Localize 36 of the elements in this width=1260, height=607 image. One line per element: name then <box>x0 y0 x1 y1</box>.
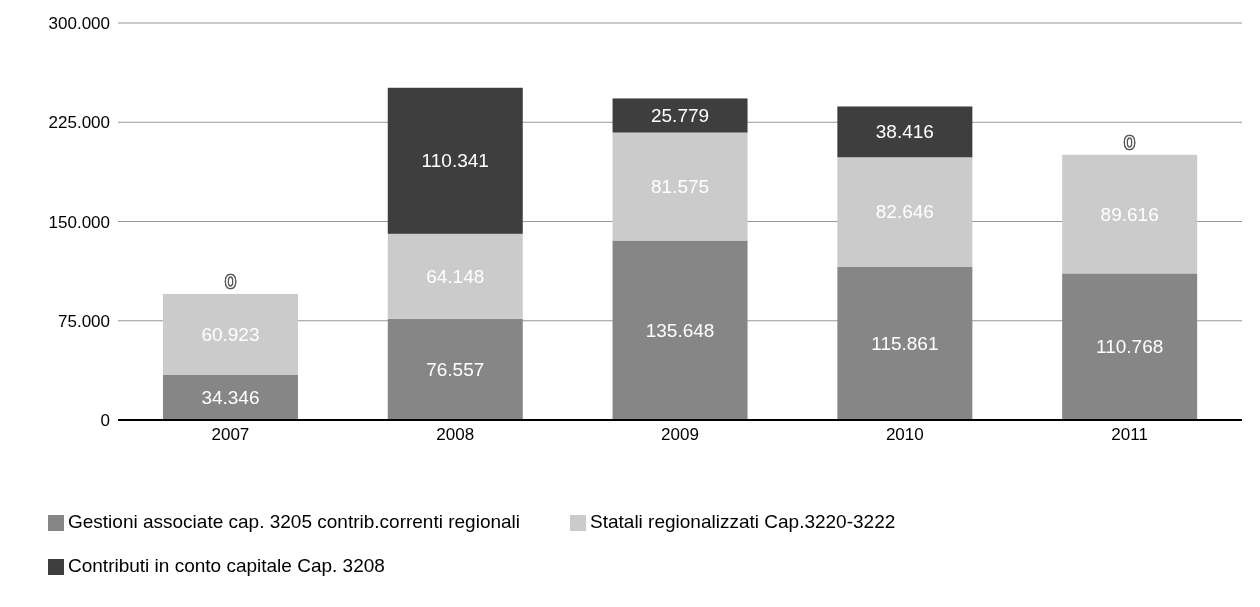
bar <box>387 87 523 234</box>
data-label: 0 <box>225 271 236 293</box>
data-label: 110.768 <box>1096 336 1164 358</box>
bar <box>837 266 973 420</box>
x-tick-label: 2007 <box>211 425 250 445</box>
x-tick-label: 2008 <box>436 425 475 445</box>
bar <box>837 157 973 267</box>
bar <box>612 132 748 241</box>
x-tick-label: 2011 <box>1111 425 1148 445</box>
bar <box>162 293 298 375</box>
bar <box>387 233 523 319</box>
data-label: 34.346 <box>201 386 260 408</box>
bar <box>162 374 298 420</box>
bar <box>612 240 748 420</box>
bar <box>1062 154 1198 274</box>
x-tick-label: 2009 <box>661 425 699 445</box>
legend-label: Contributi in conto capitale Cap. 3208 <box>68 555 385 576</box>
y-tick-label: 300.000 <box>48 14 110 34</box>
data-label: 135.648 <box>645 319 715 341</box>
data-label: 25.779 <box>651 104 710 126</box>
data-label: 38.416 <box>875 121 934 143</box>
data-label: 76.557 <box>426 358 485 380</box>
legend-label: Gestioni associate cap. 3205 contrib.correnti regionali <box>68 511 521 532</box>
y-tick-label: 75.000 <box>58 311 110 331</box>
y-tick-label: 0 <box>100 411 110 431</box>
bar <box>1062 273 1198 420</box>
y-tick-label: 150.000 <box>48 212 110 232</box>
bar <box>387 318 523 420</box>
y-tick-label: 225.000 <box>48 113 110 133</box>
data-label: 0 <box>1124 132 1135 154</box>
data-label: 110.341 <box>421 150 489 172</box>
data-label: 115.861 <box>871 332 939 354</box>
bar <box>612 98 748 133</box>
legend-label: Statali regionalizzati Cap.3220-3222 <box>590 511 896 532</box>
x-tick-label: 2010 <box>885 425 924 445</box>
bar <box>837 106 973 158</box>
